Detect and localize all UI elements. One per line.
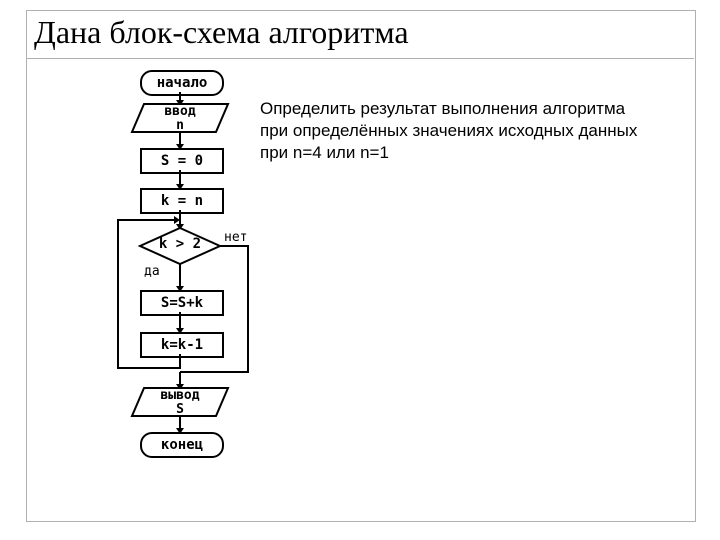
end-label: конец [161,437,203,453]
init-s-label: S = 0 [161,153,203,169]
input-label: ввод n [132,105,228,132]
init-k-label: k = n [161,193,203,209]
arrow-icon [176,170,184,190]
no-label: нет [224,230,247,245]
task-description: Определить результат выполнения алгоритм… [260,98,650,164]
output-label: вывод S [132,389,228,416]
no-branch-arrow-icon [218,244,258,394]
title-underline [26,58,694,59]
start-label: начало [157,75,208,91]
loopback-arrow-icon [110,218,185,378]
end-node: конец [140,432,224,458]
page-title: Дана блок-схема алгоритма [34,14,409,51]
